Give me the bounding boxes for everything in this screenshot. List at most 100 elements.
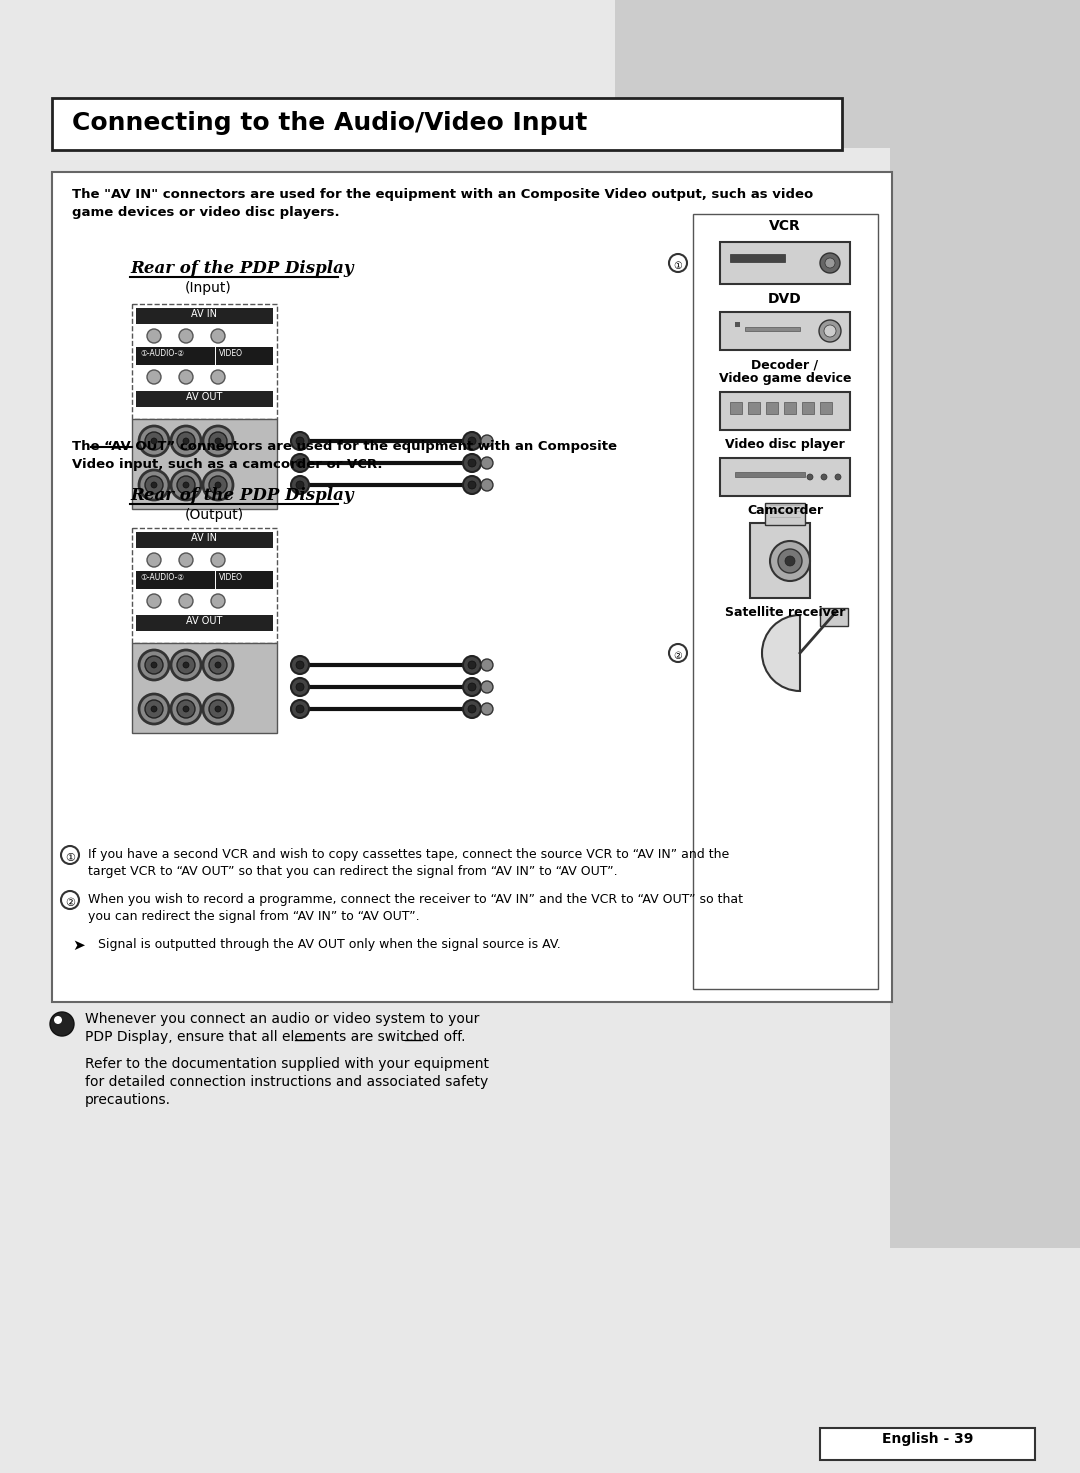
Bar bbox=[136, 572, 273, 589]
Circle shape bbox=[151, 661, 157, 667]
Bar bbox=[693, 214, 878, 988]
Circle shape bbox=[183, 437, 189, 443]
Circle shape bbox=[54, 1016, 62, 1024]
Text: ②: ② bbox=[65, 899, 75, 907]
Text: for detailed connection instructions and associated safety: for detailed connection instructions and… bbox=[85, 1075, 488, 1089]
Circle shape bbox=[147, 552, 161, 567]
Text: AV IN: AV IN bbox=[191, 309, 217, 320]
Circle shape bbox=[145, 700, 163, 717]
Text: Rear of the PDP Display: Rear of the PDP Display bbox=[130, 488, 353, 504]
Bar bbox=[136, 390, 273, 407]
Circle shape bbox=[145, 655, 163, 675]
Bar bbox=[735, 471, 805, 477]
Bar bbox=[132, 644, 276, 734]
Text: VIDEO: VIDEO bbox=[219, 573, 243, 582]
Circle shape bbox=[291, 476, 309, 493]
Circle shape bbox=[179, 370, 193, 384]
Bar bbox=[132, 303, 276, 418]
Bar bbox=[766, 402, 778, 414]
Bar bbox=[720, 312, 850, 351]
Text: you can redirect the signal from “AV IN” to “AV OUT”.: you can redirect the signal from “AV IN”… bbox=[87, 910, 420, 924]
Text: The "AV IN" connectors are used for the equipment with an Composite Video output: The "AV IN" connectors are used for the … bbox=[72, 189, 813, 200]
Text: Rear of the PDP Display: Rear of the PDP Display bbox=[130, 261, 353, 277]
Circle shape bbox=[807, 474, 813, 480]
Circle shape bbox=[203, 650, 233, 681]
Circle shape bbox=[177, 432, 195, 449]
Text: ①-AUDIO-②: ①-AUDIO-② bbox=[140, 349, 184, 358]
Circle shape bbox=[183, 482, 189, 488]
Circle shape bbox=[210, 432, 227, 449]
Circle shape bbox=[151, 482, 157, 488]
Circle shape bbox=[819, 320, 841, 342]
Circle shape bbox=[145, 476, 163, 493]
Text: precautions.: precautions. bbox=[85, 1093, 171, 1108]
Circle shape bbox=[215, 437, 221, 443]
Text: ①: ① bbox=[65, 853, 75, 863]
Circle shape bbox=[211, 594, 225, 608]
Circle shape bbox=[215, 706, 221, 711]
Circle shape bbox=[296, 437, 303, 445]
Circle shape bbox=[179, 328, 193, 343]
Circle shape bbox=[171, 694, 201, 725]
Circle shape bbox=[50, 1012, 75, 1036]
Circle shape bbox=[171, 470, 201, 499]
Bar bbox=[52, 172, 892, 1002]
Text: ①-AUDIO-②: ①-AUDIO-② bbox=[140, 573, 184, 582]
Circle shape bbox=[770, 541, 810, 580]
Circle shape bbox=[291, 454, 309, 471]
Circle shape bbox=[463, 476, 481, 493]
Circle shape bbox=[481, 457, 492, 468]
Circle shape bbox=[296, 460, 303, 467]
Text: AV IN: AV IN bbox=[191, 533, 217, 544]
Circle shape bbox=[291, 432, 309, 449]
Circle shape bbox=[147, 594, 161, 608]
Circle shape bbox=[139, 426, 168, 457]
Circle shape bbox=[468, 460, 476, 467]
Text: ①: ① bbox=[674, 261, 683, 271]
Text: (Output): (Output) bbox=[185, 508, 244, 521]
Circle shape bbox=[463, 700, 481, 717]
Circle shape bbox=[145, 432, 163, 449]
Bar bbox=[132, 418, 276, 510]
Bar bbox=[52, 99, 842, 150]
Circle shape bbox=[481, 479, 492, 491]
Text: Satellite receiver: Satellite receiver bbox=[725, 605, 846, 619]
Bar bbox=[132, 527, 276, 644]
Text: target VCR to “AV OUT” so that you can redirect the signal from “AV IN” to “AV O: target VCR to “AV OUT” so that you can r… bbox=[87, 865, 618, 878]
Circle shape bbox=[183, 661, 189, 667]
Circle shape bbox=[821, 474, 827, 480]
Text: If you have a second VCR and wish to copy cassettes tape, connect the source VCR: If you have a second VCR and wish to cop… bbox=[87, 848, 729, 862]
Text: Whenever you connect an audio or video system to your: Whenever you connect an audio or video s… bbox=[85, 1012, 480, 1027]
Circle shape bbox=[669, 253, 687, 273]
Circle shape bbox=[468, 683, 476, 691]
Text: The “AV OUT” connectors are used for the equipment with an Composite: The “AV OUT” connectors are used for the… bbox=[72, 440, 617, 454]
Circle shape bbox=[463, 432, 481, 449]
Circle shape bbox=[210, 700, 227, 717]
Circle shape bbox=[210, 655, 227, 675]
Bar bbox=[748, 402, 760, 414]
Bar bbox=[730, 253, 785, 262]
Bar bbox=[136, 308, 273, 324]
Circle shape bbox=[291, 655, 309, 675]
Bar bbox=[735, 323, 740, 327]
Text: Refer to the documentation supplied with your equipment: Refer to the documentation supplied with… bbox=[85, 1058, 489, 1071]
Bar bbox=[730, 402, 742, 414]
Circle shape bbox=[481, 658, 492, 672]
Circle shape bbox=[468, 437, 476, 445]
Circle shape bbox=[468, 482, 476, 489]
Circle shape bbox=[291, 700, 309, 717]
Text: ②: ② bbox=[674, 651, 683, 661]
Circle shape bbox=[211, 328, 225, 343]
Text: VIDEO: VIDEO bbox=[219, 349, 243, 358]
Circle shape bbox=[820, 253, 840, 273]
Circle shape bbox=[296, 706, 303, 713]
Bar bbox=[615, 0, 1080, 147]
Circle shape bbox=[824, 326, 836, 337]
Text: Video disc player: Video disc player bbox=[725, 437, 845, 451]
Circle shape bbox=[210, 476, 227, 493]
Circle shape bbox=[463, 678, 481, 697]
Circle shape bbox=[463, 655, 481, 675]
Text: Video input, such as a camcorder or VCR.: Video input, such as a camcorder or VCR. bbox=[72, 458, 382, 471]
Bar bbox=[820, 608, 848, 626]
Circle shape bbox=[296, 683, 303, 691]
